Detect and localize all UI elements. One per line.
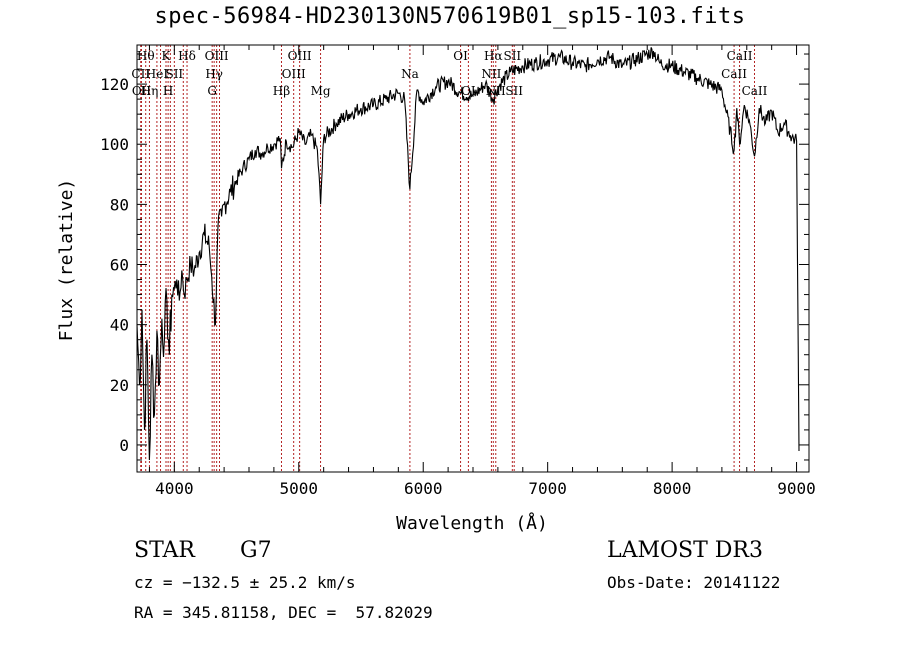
- object-class: STAR: [134, 538, 195, 563]
- line-marker-label-7: H: [163, 84, 173, 98]
- obs-date-text: Obs-Date: 20141122: [607, 573, 781, 592]
- axis-ticks-layer: 4000 5000 6000 7000 8000 9000 0 20 40 60 80 100 120: [100, 45, 816, 498]
- redshift-text: cz = −132.5 ± 25.2 km/s: [134, 573, 356, 592]
- y-tick-label-1: 20: [110, 376, 129, 395]
- line-marker-label-30: CaII: [742, 84, 768, 98]
- line-marker-label-29: CaII: [727, 49, 753, 63]
- y-tick-label-0: 0: [119, 436, 129, 455]
- line-marker-label-28: CaII: [721, 67, 747, 81]
- line-labels-layer: CIIOIIHθHηHeIKHSIIHδGHγOIIIHβOIIIOIIIMgN…: [131, 49, 767, 98]
- line-marker-label-14: OIII: [205, 49, 229, 63]
- line-marker-label-22: OI: [461, 84, 476, 98]
- chart-title: spec-56984-HD230130N570619B01_sp15-103.f…: [154, 4, 746, 29]
- line-marker-label-3: Hη: [141, 84, 159, 98]
- line-marker-label-23: NII: [481, 67, 501, 81]
- x-tick-label-1: 5000: [280, 479, 319, 498]
- line-marker-label-6: K: [162, 49, 172, 63]
- x-tick-label-4: 8000: [653, 479, 692, 498]
- line-marker-label-0: CII: [131, 67, 150, 81]
- line-markers-layer: [140, 45, 755, 472]
- line-marker-label-26: SII: [503, 49, 521, 63]
- x-tick-label-3: 7000: [528, 479, 567, 498]
- line-marker-label-11: Hδ: [178, 49, 196, 63]
- x-axis-label: Wavelength (Å): [396, 512, 548, 534]
- y-tick-label-3: 60: [110, 256, 129, 275]
- line-marker-label-17: OIII: [282, 67, 306, 81]
- x-tick-label-0: 4000: [155, 479, 194, 498]
- y-tick-label-2: 40: [110, 316, 129, 335]
- x-tick-label-2: 6000: [404, 479, 443, 498]
- line-marker-label-19: Mg: [311, 84, 331, 98]
- line-marker-label-27: SII: [505, 84, 523, 98]
- y-tick-label-5: 100: [100, 135, 129, 154]
- y-tick-label-4: 80: [110, 195, 129, 214]
- line-marker-label-16: Hβ: [273, 84, 290, 98]
- line-marker-label-13: Hγ: [205, 67, 223, 81]
- line-marker-label-24: Hα: [484, 49, 503, 63]
- line-marker-label-18: OIII: [288, 49, 312, 63]
- line-marker-label-20: Na: [401, 67, 419, 81]
- line-marker-label-2: Hθ: [137, 49, 155, 63]
- line-marker-label-4: HeI: [146, 67, 169, 81]
- line-marker-label-9: SII: [165, 67, 183, 81]
- line-marker-label-21: OI: [453, 49, 468, 63]
- coordinates-text: RA = 345.81158, DEC = 57.82029: [134, 603, 433, 622]
- line-marker-label-12: G: [207, 84, 217, 98]
- object-subclass: G7: [240, 538, 272, 563]
- x-tick-label-5: 9000: [777, 479, 816, 498]
- y-axis-label: Flux (relative): [56, 179, 77, 342]
- plot-frame: [136, 44, 810, 473]
- survey-name: LAMOST DR3: [607, 538, 763, 563]
- flux-series-line: [136, 47, 800, 461]
- y-tick-label-6: 120: [100, 75, 129, 94]
